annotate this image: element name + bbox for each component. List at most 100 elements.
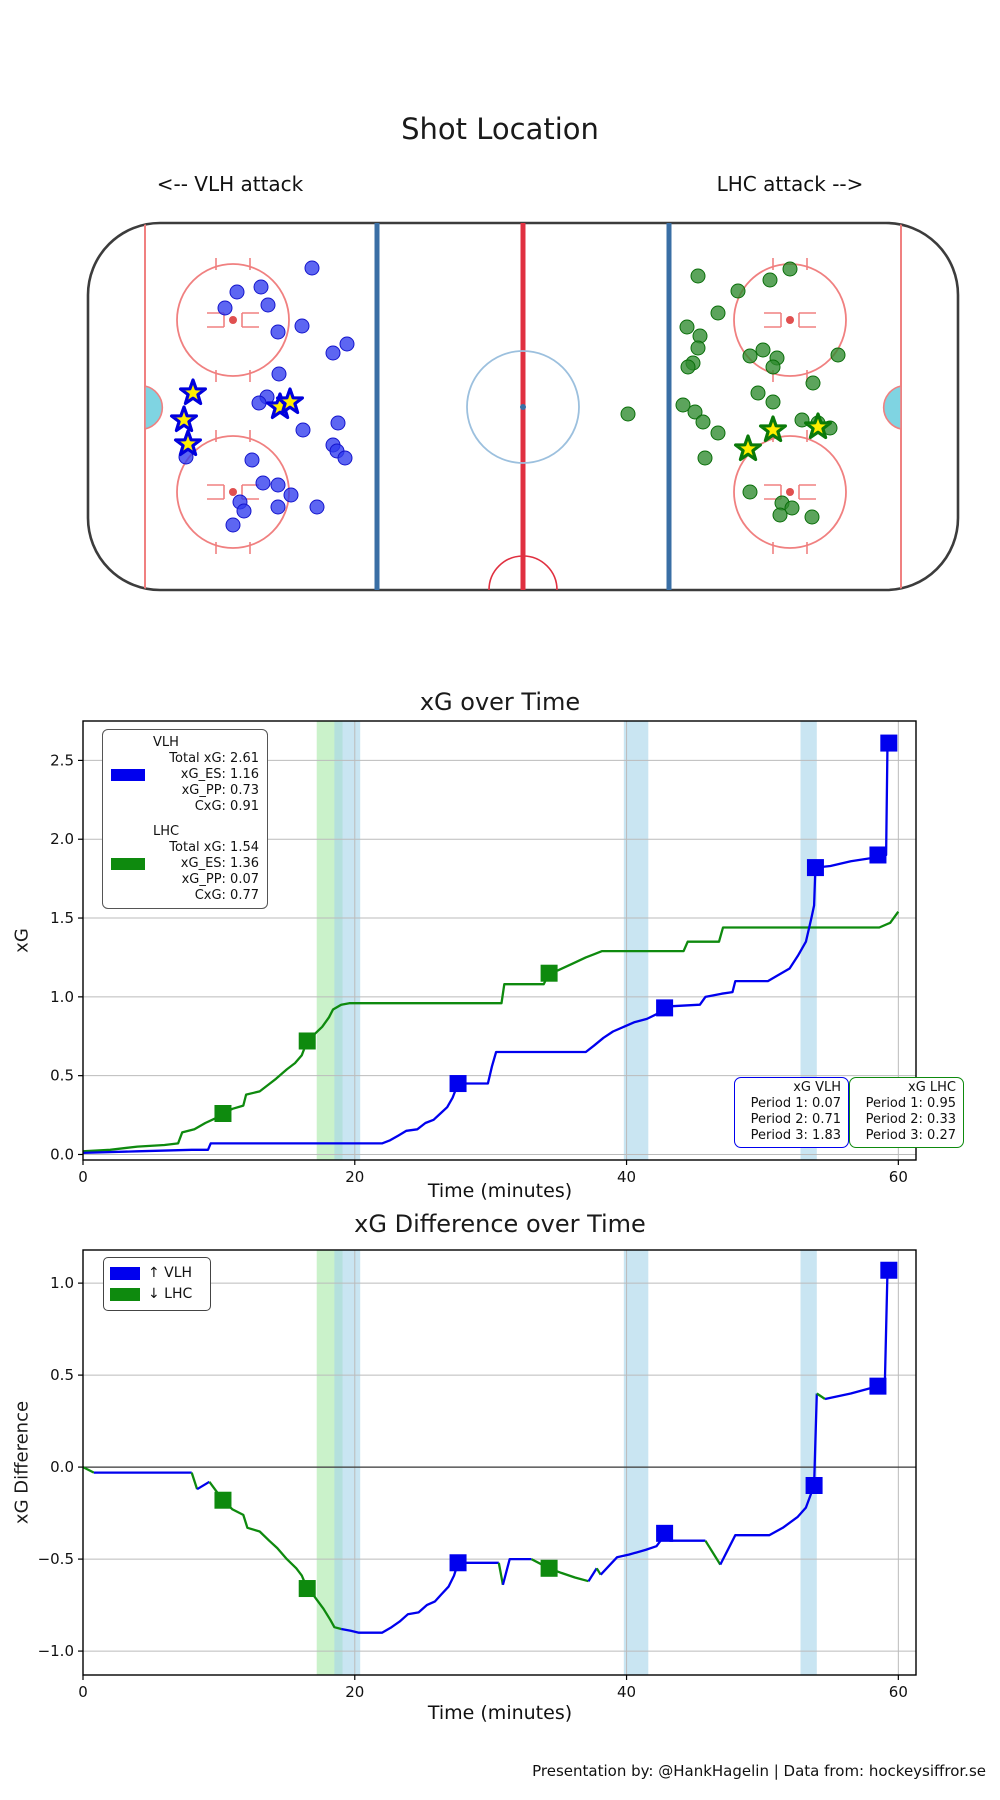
vlh-shot-dots [178, 260, 355, 533]
x-tick-label: 20 [345, 1683, 364, 1701]
diff-legend-vlh-row: ↑ VLH [110, 1263, 204, 1284]
shaded-band [623, 1250, 649, 1675]
y-tick-label: 2.5 [50, 751, 74, 769]
shot-dot [330, 415, 346, 431]
shot-dot [755, 342, 771, 358]
shot-dot [750, 385, 766, 401]
shot-dot [255, 475, 271, 491]
shot-dot [742, 484, 758, 500]
legend-vlh-pp: xG_PP: 0.73 [181, 783, 259, 798]
credit-footer: Presentation by: @HankHagelin | Data fro… [532, 1762, 986, 1780]
diff-legend-box: ↑ VLH ↓ LHC [103, 1257, 211, 1311]
lhc-period-title: xG LHC [908, 1080, 956, 1095]
goal-marker [806, 859, 824, 877]
diff-legend-vlh-label: ↑ VLH [148, 1265, 193, 1281]
legend-vlh-es: xG_ES: 1.16 [180, 767, 259, 782]
y-tick-label: 1.5 [50, 909, 74, 927]
shot-dot [270, 324, 286, 340]
diff-line-segment [190, 1472, 199, 1490]
grid-lines [82, 1250, 916, 1675]
goal-marker [656, 999, 674, 1017]
goal-marker [298, 1580, 316, 1598]
goal-marker [298, 1032, 316, 1050]
diff-legend-lhc-row: ↓ LHC [110, 1284, 204, 1305]
vlh-goal-stars [170, 378, 304, 457]
shaded-band [623, 721, 649, 1160]
diff-line-segment [497, 1562, 505, 1586]
shot-dot [225, 517, 241, 533]
shot-dot [679, 319, 695, 335]
tick-labels: 0 20 40 60 0.0 0.5 1.0 1.5 2.0 2.5 [50, 751, 908, 1186]
x-tick-label: 0 [78, 1168, 88, 1186]
y-tick-label: 1.0 [50, 988, 74, 1006]
xg-chart-canvas: 0 20 40 60 0.0 0.5 1.0 1.5 2.0 2.5 [50, 720, 917, 1186]
legend-lhc-pp: xG_PP: 0.07 [181, 872, 259, 887]
shot-dot [304, 260, 320, 276]
shot-dot [697, 450, 713, 466]
diff-legend-lhc-label: ↓ LHC [148, 1286, 193, 1302]
goal-star [174, 429, 202, 457]
diff-line-segment [501, 1557, 532, 1586]
shot-dot [229, 284, 245, 300]
shot-dot [765, 394, 781, 410]
shot-dot [782, 261, 798, 277]
goal-marker [869, 846, 887, 864]
diff-line-segment [340, 1561, 499, 1634]
y-tick-label: 2.0 [50, 830, 74, 848]
x-tick-label: 20 [345, 1168, 364, 1186]
y-tick-label: −1.0 [38, 1642, 74, 1660]
shot-dot [762, 272, 778, 288]
goal-star [170, 405, 198, 433]
diff-line-segment [530, 1558, 589, 1583]
shot-dot [236, 503, 252, 519]
diff-line-segment [704, 1540, 722, 1566]
goal-star [734, 434, 762, 462]
diff-line-segment [599, 1534, 706, 1576]
shot-dot [830, 347, 846, 363]
goal-marker [214, 1104, 232, 1122]
rink-markings [86, 221, 960, 592]
y-tick-label: 1.0 [50, 1274, 74, 1292]
lhc-goal-stars [734, 412, 832, 462]
goal-star [179, 378, 207, 406]
diff-line-segment [82, 1466, 95, 1474]
shot-map-title: Shot Location [401, 112, 599, 146]
vlh-period-box: xG VLH Period 1: 0.07 Period 2: 0.71 Per… [734, 1077, 849, 1148]
lhc-period-2: Period 2: 0.33 [865, 1112, 956, 1127]
vlh-period-3: Period 3: 1.83 [750, 1128, 841, 1143]
diff-line-segment [824, 1384, 879, 1401]
shot-dot [294, 318, 310, 334]
lhc-legend-swatch [111, 858, 145, 870]
data-lines [82, 1269, 893, 1634]
diff-chart-canvas: 0 20 40 60 −1.0 −0.5 0.0 0.5 1.0 [38, 1249, 917, 1701]
x-tick-label: 60 [889, 1168, 908, 1186]
shot-dot [690, 268, 706, 284]
shaded-band [334, 1250, 361, 1675]
lhc-line [82, 911, 900, 1153]
lhc-period-1: Period 1: 0.95 [865, 1096, 956, 1111]
tick-labels: 0 20 40 60 −1.0 −0.5 0.0 0.5 1.0 [38, 1274, 908, 1701]
xg-chart-title: xG over Time [419, 688, 581, 716]
legend-vlh-total: Total xG: 2.61 [169, 751, 259, 766]
vlh-legend-swatch [111, 769, 145, 781]
goal-marker [880, 1261, 898, 1279]
vlh-line [82, 741, 893, 1155]
goal-marker [656, 1524, 674, 1542]
vlh-diff-swatch [110, 1267, 140, 1280]
lhc-period-box: xG LHC Period 1: 0.95 Period 2: 0.33 Per… [849, 1077, 964, 1148]
shot-dot [309, 499, 325, 515]
legend-lhc-cxg: CxG: 0.77 [194, 888, 259, 903]
y-tick-label: 0.5 [50, 1067, 74, 1085]
shot-dot [260, 297, 276, 313]
shot-dot [325, 345, 341, 361]
shot-dot [251, 395, 267, 411]
shot-dot [805, 375, 821, 391]
shot-dot [339, 336, 355, 352]
shaded-band [334, 721, 361, 1160]
y-tick-label: 0.0 [50, 1145, 74, 1163]
vlh-period-2: Period 2: 0.71 [750, 1112, 841, 1127]
shot-dot [244, 452, 260, 468]
legend-lhc-es: xG_ES: 1.36 [180, 856, 259, 871]
vlh-attack-label: <-- VLH attack [156, 172, 304, 196]
